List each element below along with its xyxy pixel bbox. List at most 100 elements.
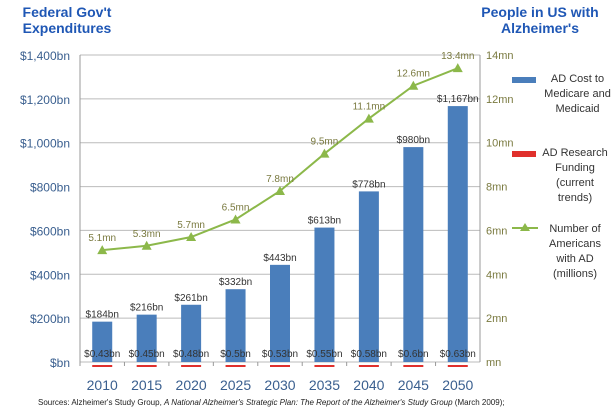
bar-research: [136, 365, 157, 367]
line-marker: [275, 185, 285, 195]
bar-ad-cost: [225, 289, 246, 362]
line-marker: [186, 232, 197, 242]
research-label: $0.45bn: [129, 349, 165, 360]
bar-research: [447, 365, 468, 367]
bar-label: $443bn: [263, 253, 296, 264]
bar-research: [403, 365, 424, 367]
bar-label: $1,167bn: [437, 94, 479, 105]
research-label: $0.63bn: [440, 349, 476, 360]
research-label: $0.55bn: [306, 349, 342, 360]
bar-ad-cost: [447, 106, 468, 363]
legend-text: Americans: [549, 238, 601, 250]
bar-label: $778bn: [352, 179, 385, 190]
y-left-tick: $400bn: [30, 268, 70, 282]
y-left-tick: $1,200bn: [20, 93, 70, 107]
research-label: $0.58bn: [351, 349, 387, 360]
legend-text: trends): [557, 192, 593, 204]
bar-ad-cost: [92, 321, 113, 362]
bar-label: $184bn: [86, 310, 119, 321]
line-marker: [408, 80, 419, 90]
legend-research: AD Research Funding (current trends): [540, 146, 610, 206]
bar-label: $613bn: [308, 216, 341, 227]
line-marker: [319, 148, 330, 158]
bar-research: [314, 365, 335, 367]
y-left-tick: $1,000bn: [20, 137, 70, 151]
research-label: $0.53bn: [262, 349, 298, 360]
x-tick: 2040: [353, 377, 384, 393]
research-label: $0.6bn: [398, 349, 429, 360]
legend-cost: AD Cost to Medicare and Medicaid: [540, 72, 615, 117]
legend-swatch-research: [512, 151, 536, 157]
y-right-tick: 6mn: [486, 225, 507, 237]
bar-ad-cost: [136, 314, 157, 362]
line-marker: [452, 63, 463, 73]
bar-ad-cost: [181, 304, 202, 362]
line-marker: [97, 245, 108, 255]
legend-text: Number of: [549, 223, 601, 235]
x-tick: 2015: [131, 377, 162, 393]
legend-text: AD Research: [542, 147, 608, 159]
x-tick: 2020: [176, 377, 207, 393]
x-tick: 2035: [309, 377, 340, 393]
research-label: $0.43bn: [84, 349, 120, 360]
line-label: 9.5mn: [311, 137, 339, 148]
legend-text: with AD: [556, 253, 594, 265]
bar-research: [225, 365, 246, 367]
bar-label: $980bn: [397, 135, 430, 146]
y-right-tick: 12mn: [486, 94, 514, 106]
bar-research: [181, 365, 202, 367]
line-marker: [230, 214, 241, 224]
y-left-tick: $bn: [50, 356, 70, 370]
y-left-tick: $800bn: [30, 181, 70, 195]
legend-swatch-cost: [512, 77, 536, 83]
bar-ad-cost: [403, 147, 424, 362]
bar-label: $261bn: [174, 293, 207, 304]
line-label: 5.7mn: [177, 220, 205, 231]
x-tick: 2010: [87, 377, 118, 393]
x-tick: 2030: [264, 377, 295, 393]
left-axis-title: Federal Gov't Expenditures: [22, 4, 112, 36]
legend-text: (current: [556, 177, 594, 189]
y-right-tick: 8mn: [486, 182, 507, 194]
legend-text: Medicaid: [555, 103, 600, 115]
line-label: 5.1mn: [88, 233, 116, 244]
source-title: A National Alzheimer's Strategic Plan: T…: [164, 398, 453, 407]
line-label: 5.3mn: [133, 229, 161, 240]
source-note: Sources: Alzheimer's Study Group, A Nati…: [38, 398, 505, 407]
legend-text: Funding: [555, 162, 595, 174]
y-left-tick: $600bn: [30, 224, 70, 238]
legend-text: (millions): [553, 268, 597, 280]
y-left-tick: $200bn: [30, 312, 70, 326]
line-marker: [141, 240, 152, 250]
y-right-tick: 10mn: [486, 138, 514, 150]
research-label: $0.48bn: [173, 349, 209, 360]
line-label: 7.8mn: [266, 174, 294, 185]
line-label: 12.6mn: [397, 69, 430, 80]
bar-label: $332bn: [219, 277, 252, 288]
y-left-tick: $1,400bn: [20, 49, 70, 63]
x-tick: 2045: [398, 377, 429, 393]
bar-research: [92, 365, 113, 367]
bar-ad-cost: [270, 264, 290, 362]
bar-research: [358, 365, 379, 367]
line-label: 11.1mn: [353, 102, 386, 113]
legend-marker-people: [520, 223, 530, 231]
x-tick: 2050: [442, 377, 473, 393]
y-right-tick: mn: [486, 357, 501, 369]
bar-research: [270, 365, 290, 367]
research-label: $0.5bn: [220, 349, 251, 360]
legend-text: AD Cost to: [550, 73, 605, 85]
source-suffix: (March 2009);: [452, 398, 505, 407]
legend-people: Number of Americans with AD (millions): [540, 222, 610, 282]
y-right-tick: 14mn: [486, 50, 514, 62]
line-label: 6.5mn: [222, 202, 250, 213]
bar-ad-cost: [314, 227, 335, 362]
source-prefix: Sources: Alzheimer's Study Group,: [38, 398, 165, 407]
line-marker: [363, 113, 374, 123]
y-right-tick: 4mn: [486, 269, 507, 281]
bar-ad-cost: [358, 191, 379, 362]
legend-text: Medicare and: [544, 88, 611, 100]
bar-label: $216bn: [130, 303, 163, 314]
y-right-tick: 2mn: [486, 313, 507, 325]
